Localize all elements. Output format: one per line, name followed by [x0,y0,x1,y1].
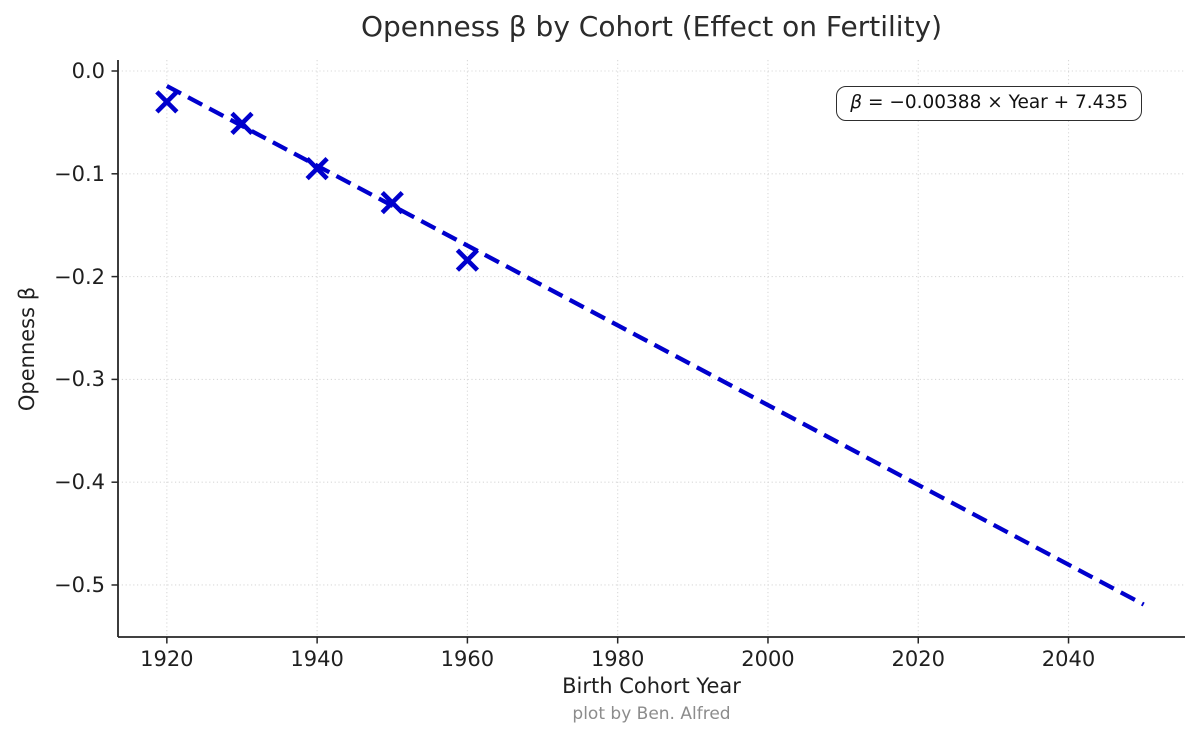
x-tick-label: 1960 [440,647,495,671]
x-tick-label: 1980 [590,647,645,671]
beta-symbol: β [850,92,863,113]
x-tick-label: 2040 [1041,647,1096,671]
trend-line [165,84,1145,607]
x-tick-label: 2000 [741,647,795,671]
x-tick-label: 2020 [891,647,945,671]
y-tick-label: 0.0 [71,58,105,83]
equation-text: = −0.00388 × Year + 7.435 [862,92,1128,113]
x-axis-label: Birth Cohort Year [562,674,741,698]
data-marker [455,248,480,272]
data-marker [305,157,329,181]
footer-credit: plot by Ben. Alfred [572,704,731,724]
y-tick-label: −0.3 [54,367,105,392]
y-tick-label: −0.1 [54,161,105,186]
data-marker [230,111,254,136]
annotation-box: β = −0.00388 × Year + 7.435 [836,86,1142,121]
y-tick-label: −0.2 [54,264,105,289]
chart-svg [111,60,1185,644]
chart-title: Openness β by Cohort (Effect on Fertilit… [360,10,943,43]
y-axis-label: Openness β [15,286,39,412]
data-marker [380,190,404,215]
x-tick-label: 1940 [290,647,344,671]
y-tick-label: −0.5 [54,572,105,597]
y-tick-label: −0.4 [54,470,105,495]
plot-area: β = −0.00388 × Year + 7.435 1920 1940 1960… [54,59,1185,671]
data-marker [155,90,179,114]
x-tick-label: 1920 [140,647,194,671]
